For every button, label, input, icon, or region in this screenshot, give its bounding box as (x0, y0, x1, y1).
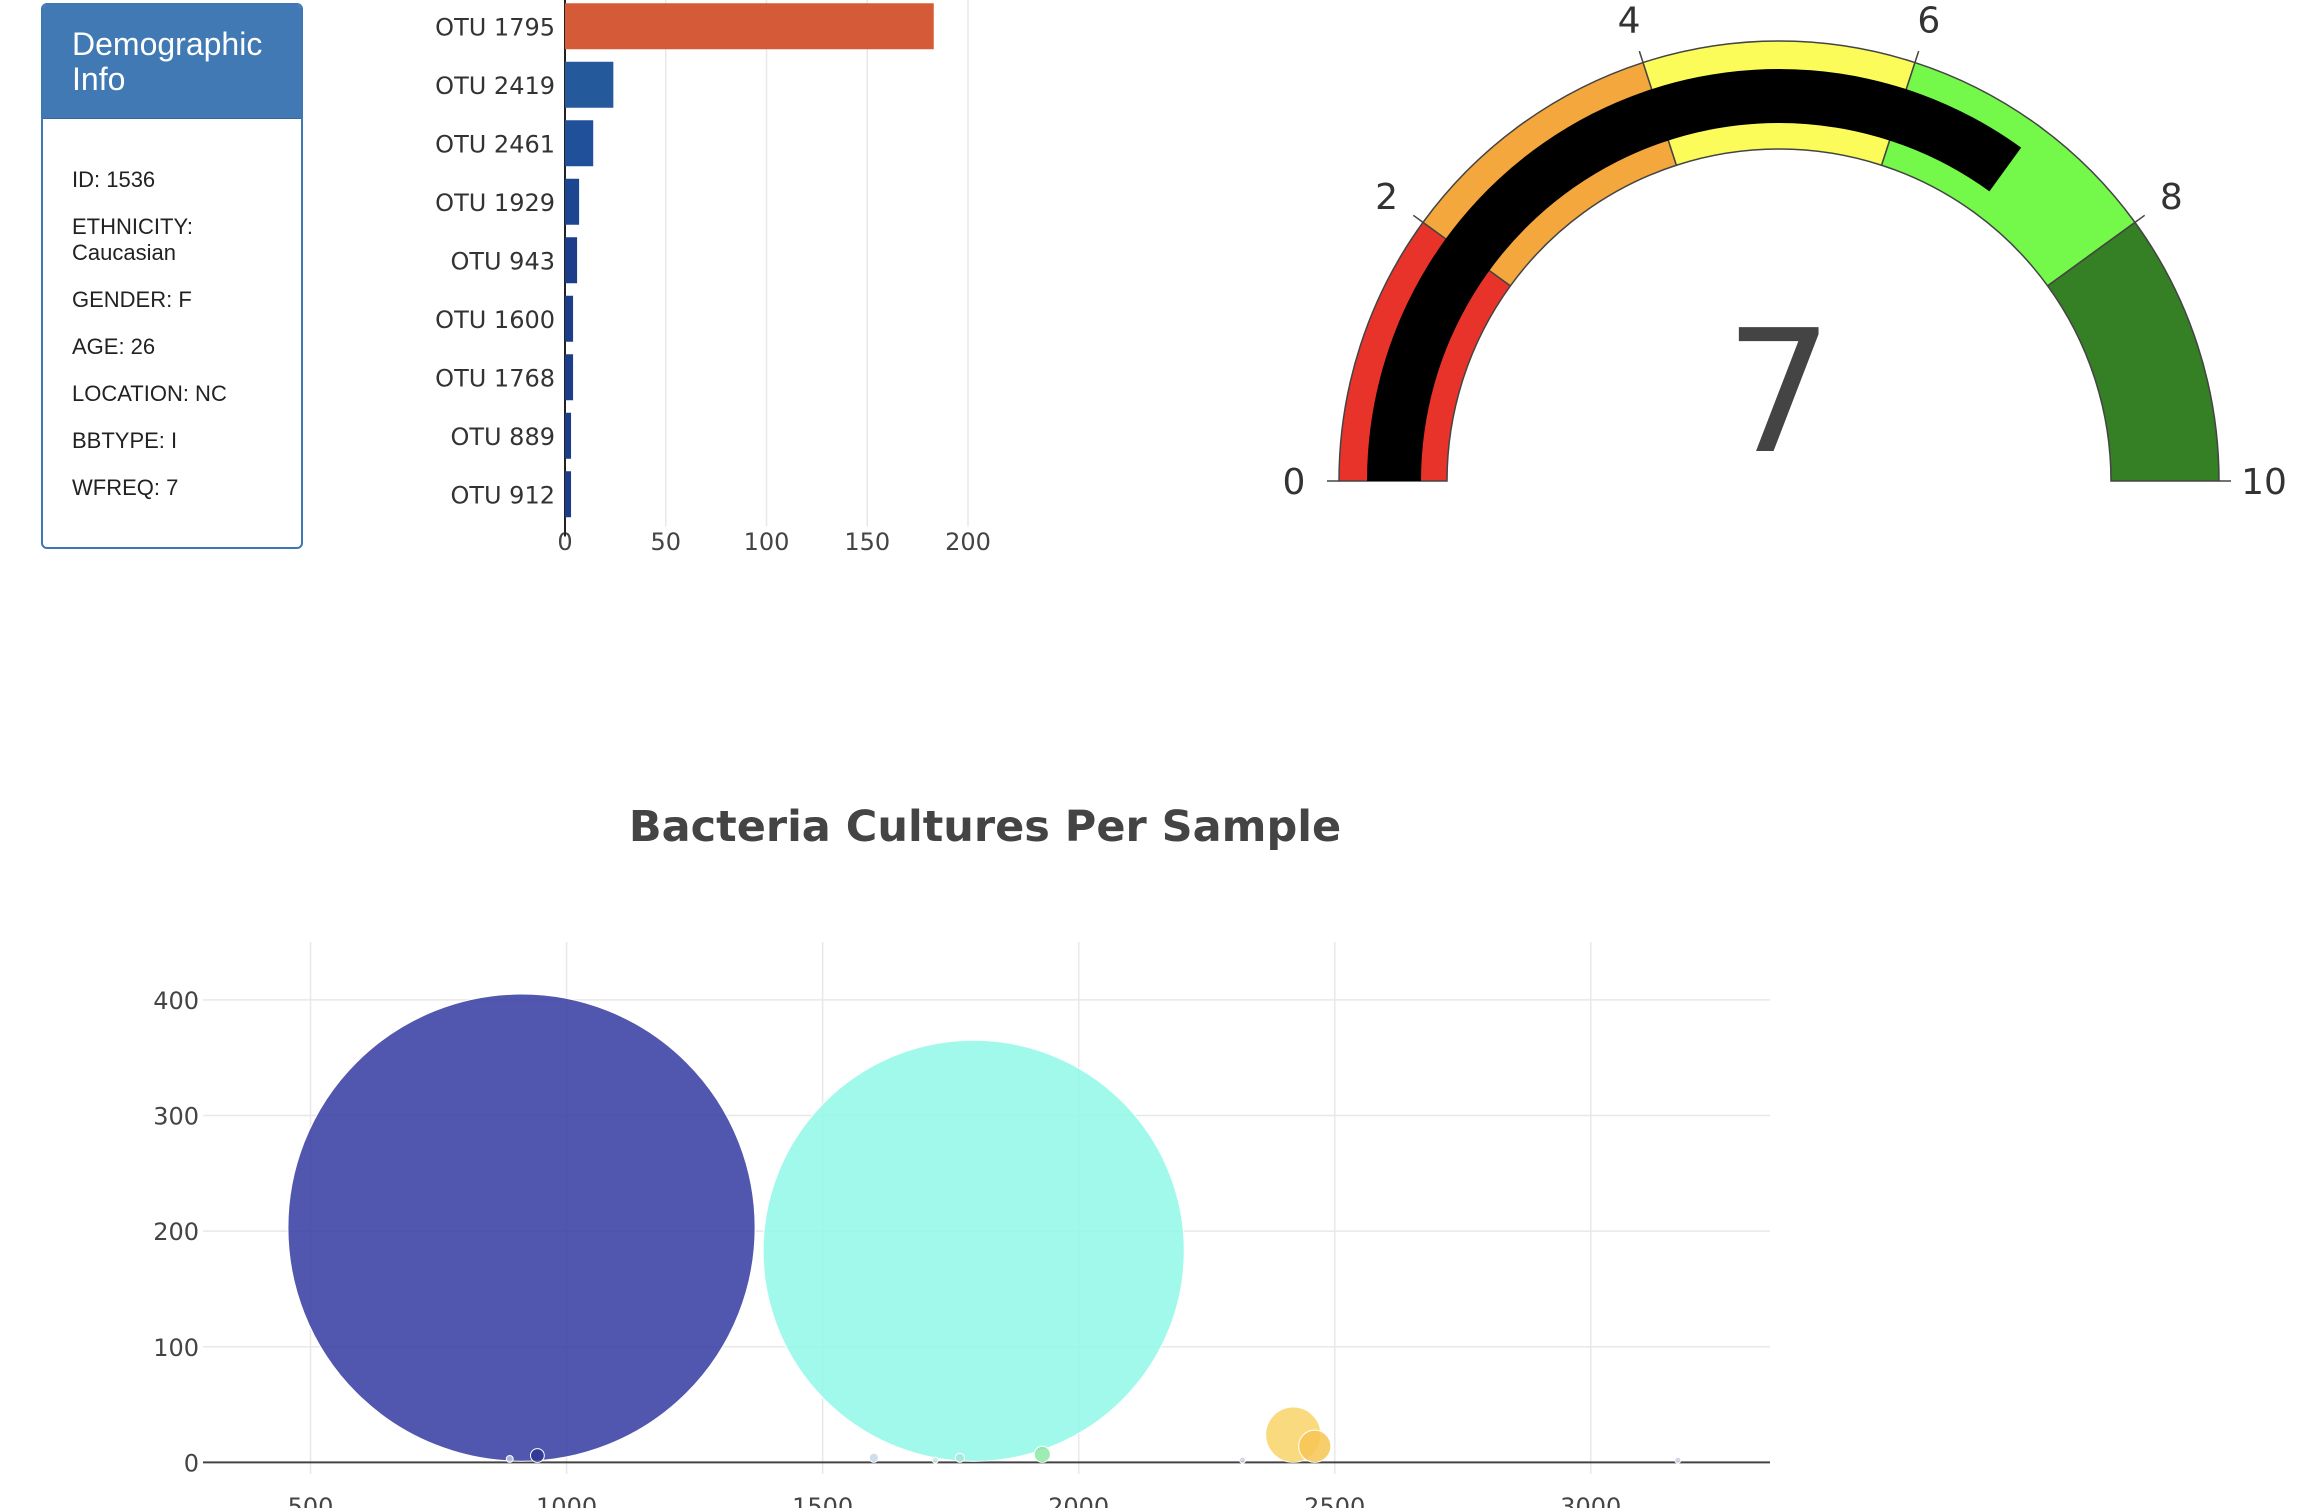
bar-otu-2419 (565, 61, 614, 108)
bar-category-label: OTU 1795 (435, 13, 555, 41)
bar-category-label: OTU 1929 (435, 189, 555, 217)
bubble-y-tick-label-0: 0 (184, 1449, 199, 1477)
demo-row-location: LOCATION: NC (72, 381, 227, 406)
bar-otu-1768 (565, 354, 574, 401)
bubble-x-tick-label-2000: 2000 (1048, 1493, 1109, 1508)
bubble-y-tick-label-200: 200 (153, 1218, 199, 1246)
gauge-tick-8 (2134, 214, 2146, 223)
bubble-point-943 (529, 1448, 545, 1463)
demo-row-gender: GENDER: F (72, 287, 192, 312)
gauge-tick-4 (1638, 50, 1644, 63)
demo-row-bbtype: BBTYPE: I (72, 428, 178, 453)
bar-x-tick-label-100: 100 (744, 528, 790, 556)
bubble-point-2461 (1298, 1429, 1332, 1463)
gauge-tick-label-10: 10 (2241, 462, 2287, 503)
bar-category-label: OTU 889 (450, 423, 555, 451)
bar-otu-1795 (565, 3, 934, 50)
bar-otu-889 (565, 412, 572, 459)
bar-x-tick-label-150: 150 (844, 528, 890, 556)
bubble-point-3170 (1674, 1456, 1682, 1464)
bubble-x-tick-label-1500: 1500 (792, 1493, 853, 1508)
panel-heading: Demographic Info (43, 5, 301, 119)
bubble-y-tick-label-400: 400 (153, 987, 199, 1015)
bubble-y-tick-label-300: 300 (153, 1102, 199, 1130)
demo-row-age: AGE: 26 (72, 334, 156, 359)
gauge-tick-label-2: 2 (1375, 177, 1398, 218)
bar-x-tick-label-0: 0 (557, 528, 572, 556)
demo-row-wfreq: WFREQ: 7 (72, 475, 179, 500)
bubble-point-1720 (931, 1456, 939, 1464)
gauge-tick-6 (1914, 50, 1920, 63)
bubble-x-tick-label-500: 500 (288, 1493, 334, 1508)
gauge-tick-label-8: 8 (2160, 177, 2183, 218)
bubble-y-tick-label-100: 100 (153, 1334, 199, 1362)
bar-otu-2461 (565, 120, 594, 167)
bar-category-label: OTU 1600 (435, 306, 555, 334)
panel-body: ID: 1536 ETHNICITY: Caucasian GENDER: F … (43, 119, 301, 501)
bar-category-label: OTU 2461 (435, 130, 555, 158)
gauge-tick-2 (1412, 214, 1424, 223)
demo-row-ethnicity: ETHNICITY: Caucasian (72, 214, 194, 265)
bar-otu-1600 (565, 295, 574, 342)
bar-otu-943 (565, 237, 578, 284)
gauge-value-bar (1367, 69, 2022, 481)
bar-otu-1929 (565, 178, 580, 225)
bubble-point-1600 (868, 1452, 879, 1463)
gauge-tick-label-4: 4 (1618, 1, 1641, 42)
demographic-info-panel: Demographic Info ID: 1536 ETHNICITY: Cau… (41, 3, 303, 549)
bubble-point-889 (505, 1455, 514, 1463)
bubble-x-tick-label-3000: 3000 (1560, 1493, 1621, 1508)
bar-otu-912 (565, 471, 572, 518)
bubble-x-tick-label-2500: 2500 (1304, 1493, 1365, 1508)
bar-category-label: OTU 2419 (435, 72, 555, 100)
bar-x-tick-label-200: 200 (945, 528, 991, 556)
gauge-value-number: 7 (1725, 294, 1833, 492)
bar-x-tick-label-50: 50 (650, 528, 681, 556)
gauge-tick-label-6: 6 (1917, 1, 1940, 42)
bubble-x-tick-label-1000: 1000 (536, 1493, 597, 1508)
bubble-point-1929 (1033, 1445, 1051, 1463)
bubble-chart-title: Bacteria Cultures Per Sample (629, 802, 1341, 852)
bar-category-label: OTU 943 (450, 247, 555, 275)
bar-category-label: OTU 912 (450, 481, 555, 509)
bubble-point-912 (287, 993, 756, 1462)
gauge-tick-label-0: 0 (1283, 462, 1306, 503)
panel-title: Demographic Info (72, 26, 263, 97)
bar-category-label: OTU 1768 (435, 364, 555, 392)
bubble-point-1768 (954, 1452, 965, 1463)
bubble-point-2320 (1239, 1456, 1247, 1464)
bubble-point-1795 (762, 1039, 1185, 1462)
demo-row-id: ID: 1536 (72, 167, 156, 192)
